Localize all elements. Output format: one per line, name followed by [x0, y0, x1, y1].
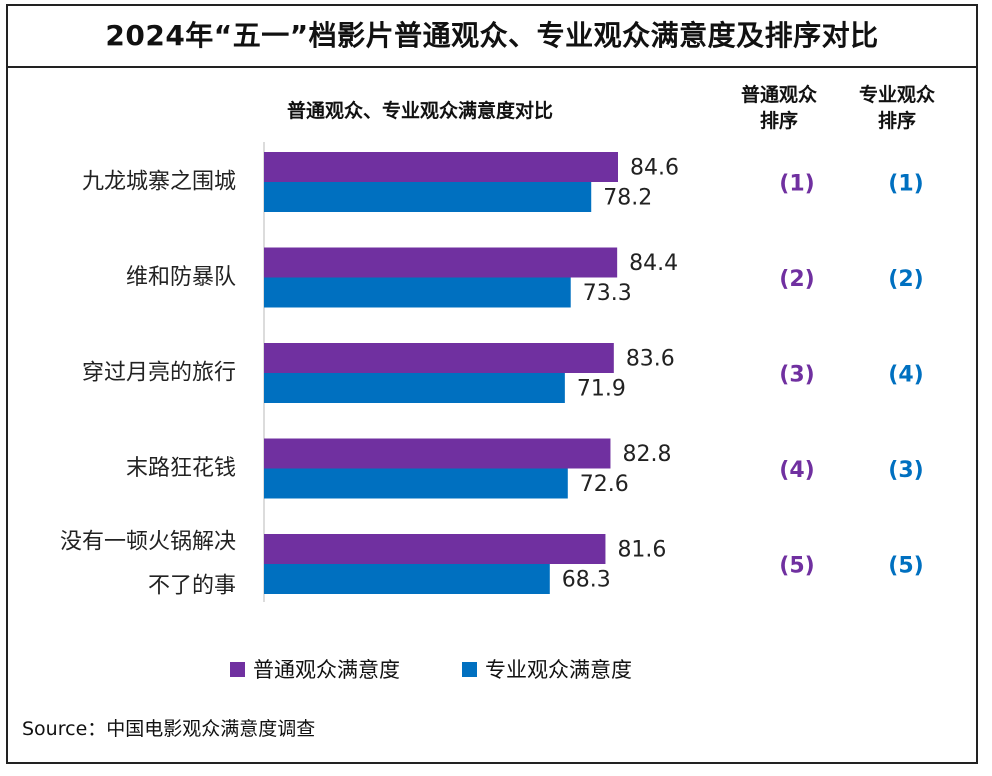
general-rank-header-line1: 普通观众 — [740, 84, 817, 106]
data-label-general: 81.6 — [617, 538, 666, 563]
bar-general — [264, 247, 618, 278]
data-label-professional: 72.6 — [580, 472, 629, 497]
data-label-professional: 68.3 — [562, 568, 611, 593]
rank-general: (3) — [779, 363, 814, 388]
data-label-general: 83.6 — [626, 347, 675, 372]
data-label-professional: 73.3 — [583, 281, 632, 306]
rank-general: (2) — [779, 267, 814, 292]
legend-item-general: 普通观众满意度 — [230, 654, 400, 684]
legend-label-professional: 专业观众满意度 — [485, 658, 632, 682]
chart-subtitle: 普通观众、专业观众满意度对比 — [286, 100, 553, 122]
legend-item-professional: 专业观众满意度 — [462, 654, 632, 684]
legend-swatch-general — [230, 661, 245, 677]
category-label: 末路狂花钱 — [126, 456, 236, 481]
professional-rank-header: 专业观众 排序 — [842, 82, 952, 134]
legend-label-general: 普通观众满意度 — [253, 658, 400, 682]
bar-general — [264, 343, 614, 373]
category-label: 穿过月亮的旅行 — [82, 361, 236, 386]
category-label: 维和防暴队 — [126, 265, 236, 290]
rank-professional: (5) — [888, 554, 923, 579]
general-rank-header-line2: 排序 — [759, 110, 798, 132]
general-rank-header: 普通观众 排序 — [724, 82, 834, 134]
rank-general: (4) — [779, 458, 814, 483]
bar-professional — [264, 564, 550, 594]
chart-legend: 普通观众满意度 专业观众满意度 — [230, 654, 632, 684]
category-label: 没有一顿火锅解决 — [60, 530, 236, 555]
bar-general — [264, 534, 606, 564]
rank-general: (5) — [779, 554, 814, 579]
data-label-professional: 71.9 — [577, 377, 626, 402]
rank-professional: (1) — [888, 172, 923, 197]
bar-professional — [264, 277, 571, 308]
data-label-professional: 78.2 — [603, 186, 652, 211]
rank-professional: (2) — [888, 267, 923, 292]
category-label: 不了的事 — [148, 574, 236, 599]
bar-general — [264, 152, 618, 182]
title-divider — [8, 66, 976, 68]
legend-swatch-professional — [462, 661, 477, 677]
rank-professional: (4) — [888, 363, 923, 388]
category-label: 九龙城寨之围城 — [82, 170, 236, 195]
bar-professional — [264, 182, 592, 212]
rank-professional: (3) — [888, 458, 923, 483]
bar-professional — [264, 468, 568, 499]
professional-rank-header-line1: 专业观众 — [858, 84, 935, 106]
data-label-general: 82.8 — [622, 442, 671, 467]
rank-general: (1) — [779, 172, 814, 197]
data-label-general: 84.6 — [630, 156, 679, 181]
source-note: Source：中国电影观众满意度调查 — [22, 718, 316, 740]
data-label-general: 84.4 — [629, 251, 678, 276]
bar-general — [264, 438, 611, 469]
bar-professional — [264, 373, 565, 403]
chart-title: 2024年“五一”档影片普通观众、专业观众满意度及排序对比 — [105, 19, 879, 52]
professional-rank-header-line2: 排序 — [877, 110, 916, 132]
